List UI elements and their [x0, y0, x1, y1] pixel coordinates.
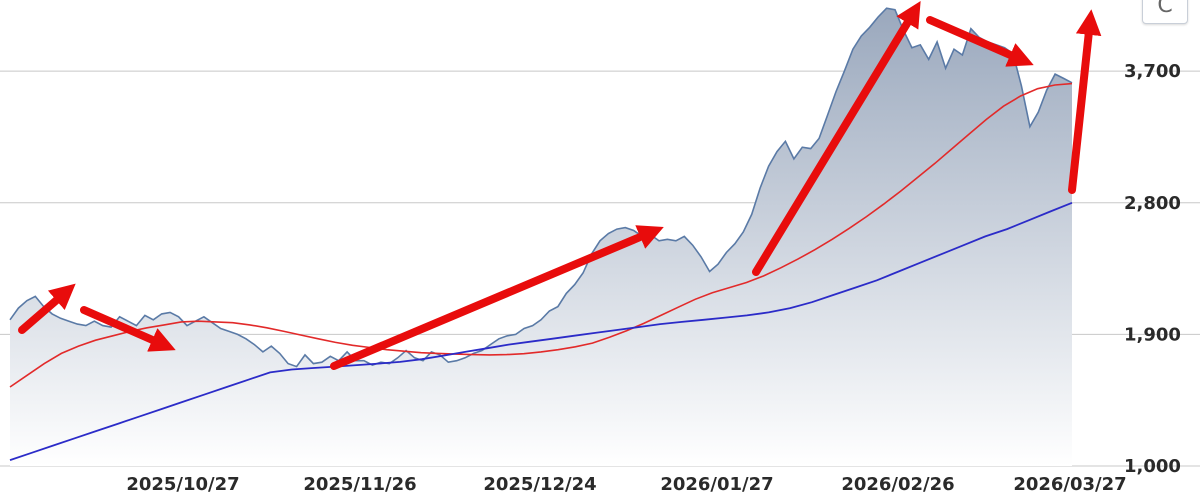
x-axis: 2025/10/27 2025/11/26 2025/12/24 2026/01/27…	[126, 474, 1126, 495]
series-group	[9, 7, 1073, 466]
annotation-arrow	[752, 1, 921, 276]
y-tick-label: 1,900	[1124, 324, 1181, 345]
annotation-arrow	[330, 225, 664, 370]
annotation-arrow	[80, 306, 176, 352]
x-tick-label: 2025/10/27	[126, 474, 239, 495]
x-tick-label: 2026/03/27	[1013, 474, 1126, 495]
price-line	[9, 7, 1073, 368]
x-tick-label: 2026/02/26	[841, 474, 954, 495]
y-axis: 1,000 1,900 2,800 3,700	[1124, 61, 1181, 477]
annotation-arrow	[926, 16, 1034, 67]
annotation-arrow	[1068, 9, 1102, 194]
y-tick-label: 3,700	[1124, 61, 1181, 82]
y-tick-label: 1,000	[1124, 456, 1181, 477]
x-tick-label: 2026/01/27	[660, 474, 773, 495]
price-area-fill	[10, 8, 1072, 466]
x-tick-label: 2025/12/24	[483, 474, 596, 495]
annotation-arrows	[18, 1, 1102, 370]
reset-zoom-button[interactable]: C	[1142, 0, 1188, 24]
x-tick-label: 2025/11/26	[303, 474, 416, 495]
y-tick-label: 2,800	[1124, 193, 1181, 214]
refresh-icon: C	[1157, 0, 1173, 18]
moving-average-short-line	[9, 82, 1073, 388]
moving-average-long-line	[9, 201, 1073, 461]
annotation-arrow	[18, 283, 76, 334]
